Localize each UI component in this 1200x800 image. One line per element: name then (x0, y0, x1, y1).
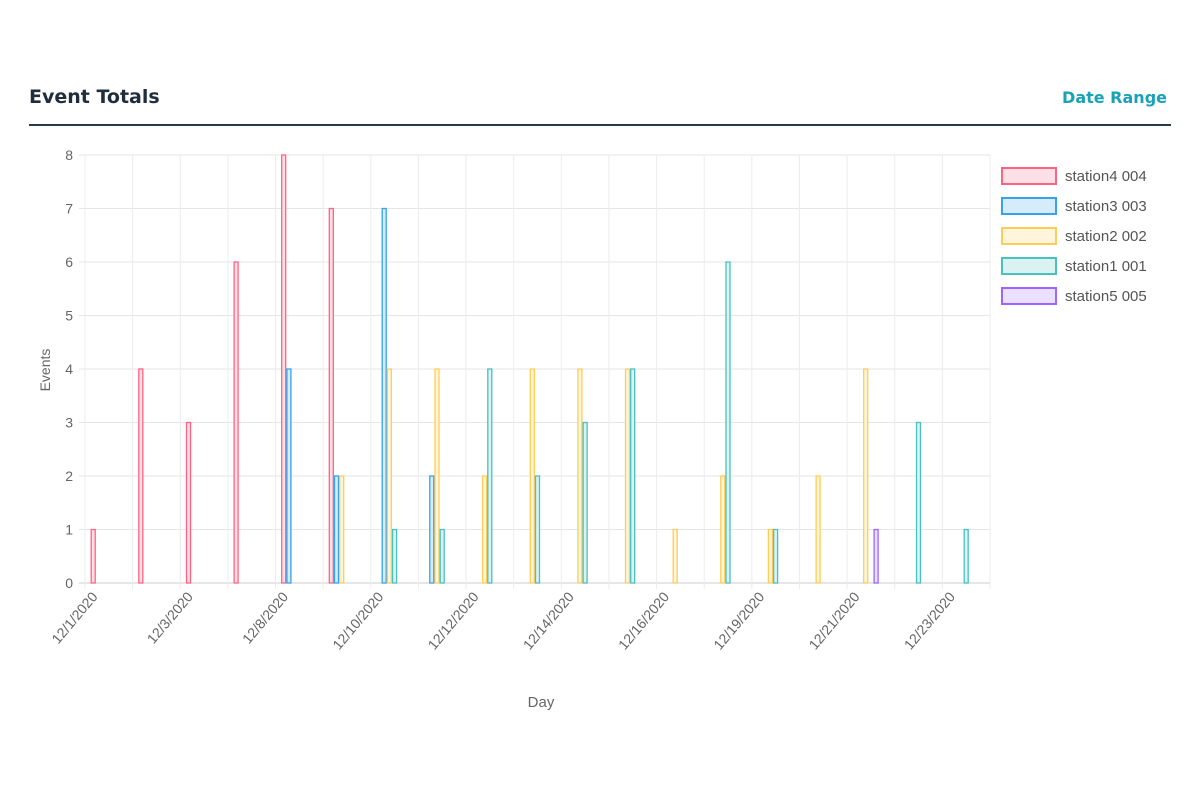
bar (624, 368, 631, 584)
legend-swatch (1001, 167, 1057, 185)
y-tick-label: 8 (65, 147, 73, 163)
y-tick-label: 6 (65, 254, 73, 270)
legend-label: station5 005 (1065, 288, 1147, 305)
bar (138, 368, 144, 584)
bar (630, 368, 636, 584)
bar (815, 475, 821, 584)
bar (529, 368, 535, 584)
bar (439, 528, 445, 584)
x-tick-label: 12/21/2020 (805, 588, 862, 652)
y-tick-label: 0 (65, 575, 73, 591)
bar (582, 421, 588, 584)
bar (772, 528, 779, 584)
chart-title: Event Totals (29, 86, 160, 108)
x-axis-title: Day (528, 694, 555, 711)
x-tick-label: 12/10/2020 (329, 588, 386, 652)
bar (328, 207, 334, 584)
x-tick-label: 12/3/2020 (144, 588, 196, 646)
bar (339, 475, 345, 584)
x-tick-label: 12/19/2020 (710, 588, 767, 652)
bar (487, 368, 493, 584)
bar (391, 528, 398, 584)
chart-header: Event Totals Date Range (29, 84, 1171, 126)
bar (672, 528, 678, 584)
legend-swatch (1001, 227, 1057, 245)
bar (873, 528, 879, 584)
bar (720, 475, 726, 584)
bar (963, 528, 969, 584)
bar (434, 368, 440, 584)
bar (386, 368, 393, 584)
legend-swatch (1001, 287, 1057, 305)
y-tick-label: 5 (65, 308, 73, 324)
bar (534, 475, 541, 584)
bar (185, 421, 192, 584)
bar (281, 154, 287, 584)
bar (90, 528, 96, 584)
bar (429, 475, 435, 584)
date-range-button[interactable]: Date Range (1062, 88, 1167, 107)
bar (286, 368, 292, 584)
bar (767, 528, 774, 584)
y-tick-label: 4 (65, 361, 73, 377)
x-tick-label: 12/12/2020 (424, 588, 481, 652)
y-axis-title: Events (37, 349, 53, 392)
legend-label: station4 004 (1065, 168, 1147, 185)
y-tick-label: 3 (65, 415, 73, 431)
bar (725, 261, 731, 584)
y-tick-label: 2 (65, 468, 73, 484)
x-tick-label: 12/23/2020 (901, 588, 958, 652)
bar (233, 261, 239, 584)
legend-label: station3 003 (1065, 198, 1147, 215)
bar (863, 368, 869, 584)
x-tick-label: 12/16/2020 (615, 588, 672, 652)
legend-swatch (1001, 257, 1057, 275)
legend-swatch (1001, 197, 1057, 215)
x-tick-label: 12/1/2020 (48, 588, 100, 646)
legend-label: station1 001 (1065, 258, 1147, 275)
bar (381, 207, 387, 584)
y-tick-label: 1 (65, 522, 73, 538)
bar (481, 475, 488, 584)
y-tick-label: 7 (65, 201, 73, 217)
x-tick-label: 12/14/2020 (520, 588, 577, 652)
bar (915, 421, 922, 584)
x-tick-label: 12/8/2020 (239, 588, 291, 646)
legend-label: station2 002 (1065, 228, 1147, 245)
bar (577, 368, 583, 584)
bar (333, 475, 340, 584)
